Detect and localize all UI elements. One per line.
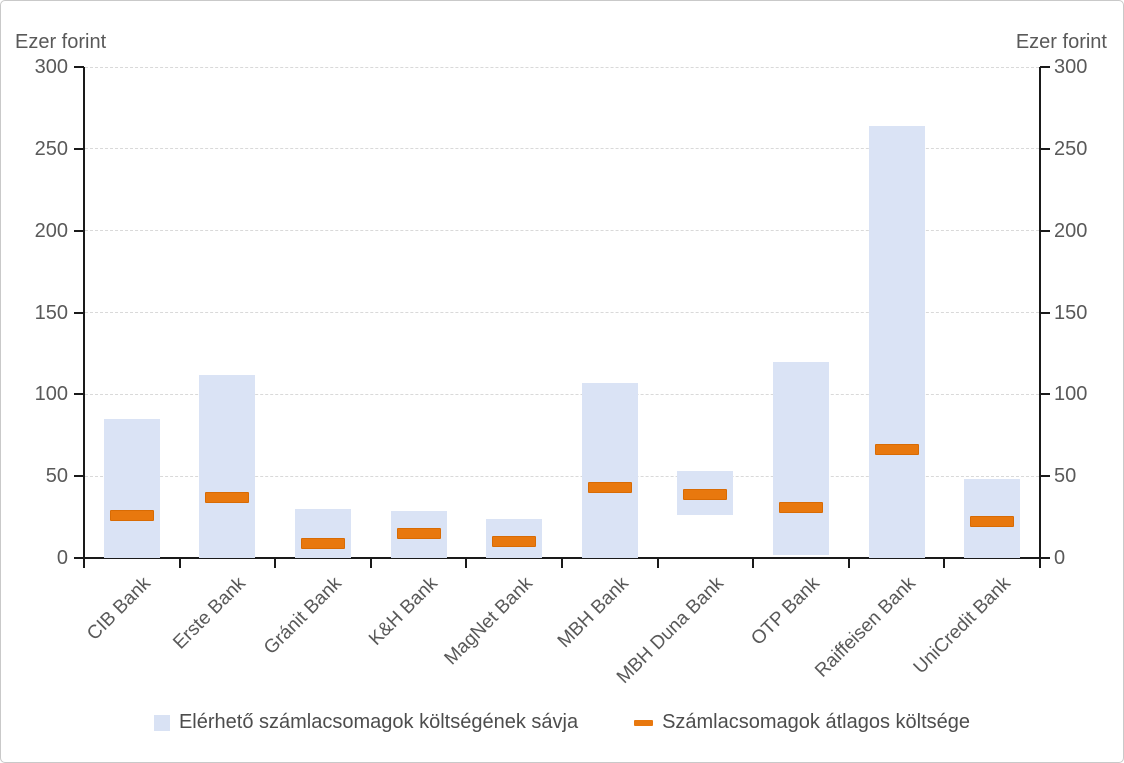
right-axis-label-0: 0 [1054, 547, 1066, 569]
average-cost-dash [301, 537, 345, 549]
x-axis-label: Raiffeisen Bank [810, 573, 920, 682]
right-axis-tick-50 [1040, 475, 1050, 478]
x-axis-tick-10 [1039, 558, 1041, 568]
x-axis-label: OTP Bank [747, 573, 824, 650]
x-axis-tick-3 [369, 558, 372, 568]
average-cost-dash [874, 444, 919, 456]
bottom-axis-line [83, 557, 1045, 559]
x-axis-label: UniCredit Bank [909, 573, 1016, 679]
right-axis-tick-250 [1040, 147, 1050, 150]
range-bar [295, 508, 351, 558]
x-axis-label: CIB Bank [83, 573, 155, 645]
legend-item-range: Elérhető számlacsomagok költségének sávj… [153, 711, 579, 734]
x-axis-label: K&H Bank [364, 573, 442, 650]
x-axis-label: Erste Bank [169, 573, 251, 654]
left-axis-label-250: 250 [34, 137, 68, 160]
left-axis-tick-50 [74, 475, 84, 478]
gridline-250 [85, 148, 1039, 150]
range-bar [773, 361, 829, 555]
x-axis-tick-0 [83, 558, 85, 568]
right-axis-label-100: 100 [1054, 383, 1088, 406]
right-axis-label-150: 150 [1054, 301, 1088, 324]
x-axis-tick-2 [274, 558, 277, 568]
left-axis-tick-250 [74, 147, 84, 150]
left-axis-tick-200 [74, 229, 84, 232]
left-axis-label-300: 300 [34, 56, 68, 78]
gridline-50 [85, 475, 1039, 477]
left-axis-label-100: 100 [34, 383, 68, 406]
x-axis-tick-8 [847, 558, 850, 568]
average-cost-dash [396, 527, 441, 539]
average-cost-dash [587, 482, 632, 494]
average-cost-dash [970, 516, 1015, 528]
gridline-200 [85, 230, 1039, 232]
average-cost-dash [109, 509, 154, 521]
x-axis-label: MBH Bank [553, 573, 633, 653]
right-axis-tick-150 [1040, 311, 1050, 314]
right-axis-title: Ezer forint [1015, 31, 1107, 53]
x-axis-tick-5 [561, 558, 563, 568]
x-axis-tick-9 [943, 558, 946, 568]
x-axis-label: MagNet Bank [440, 573, 538, 670]
right-axis-tick-0 [1040, 557, 1050, 559]
legend-average-label: Számlacsomagok átlagos költsége [662, 711, 971, 733]
right-axis-label-200: 200 [1054, 219, 1088, 242]
right-axis-tick-100 [1040, 393, 1050, 396]
average-cost-dash [779, 501, 823, 513]
left-axis-title: Ezer forint [15, 31, 107, 53]
x-axis-tick-7 [752, 558, 755, 568]
x-axis-label: Gránit Bank [260, 573, 346, 659]
average-cost-dash [205, 491, 250, 503]
left-axis-tick-0 [74, 557, 84, 559]
gridline-300 [85, 66, 1039, 68]
right-axis-label-250: 250 [1054, 137, 1088, 160]
right-axis-label-50: 50 [1054, 465, 1077, 488]
range-bar [868, 125, 925, 558]
left-axis-tick-100 [74, 393, 84, 396]
range-bar [581, 382, 638, 558]
left-axis-line [83, 67, 85, 558]
legend-range-label: Elérhető számlacsomagok költségének sávj… [178, 711, 579, 733]
left-axis-label-0: 0 [56, 547, 68, 569]
left-axis-tick-150 [74, 311, 84, 314]
range-bar [103, 418, 160, 558]
legend-item-average: Számlacsomagok átlagos költsége [634, 711, 970, 734]
average-dash-swatch-icon [634, 719, 654, 726]
right-axis-line [1039, 67, 1041, 558]
gridline-150 [85, 312, 1039, 313]
range-bar-swatch-icon [153, 714, 170, 731]
x-axis-tick-4 [465, 558, 468, 568]
left-axis-label-150: 150 [34, 301, 68, 324]
average-cost-dash [683, 488, 728, 500]
legend: Elérhető számlacsomagok költségének sávj… [1, 711, 1123, 734]
left-axis-label-50: 50 [45, 465, 68, 488]
right-axis-tick-300 [1040, 66, 1050, 68]
average-cost-dash [492, 536, 537, 548]
left-axis-label-200: 200 [34, 219, 68, 242]
right-axis-label-300: 300 [1054, 56, 1088, 78]
left-axis-tick-300 [74, 66, 84, 68]
right-axis-tick-200 [1040, 229, 1050, 232]
gridline-100 [85, 393, 1039, 395]
x-axis-tick-6 [656, 558, 659, 568]
range-bar [199, 374, 256, 558]
x-axis-tick-1 [178, 558, 181, 568]
